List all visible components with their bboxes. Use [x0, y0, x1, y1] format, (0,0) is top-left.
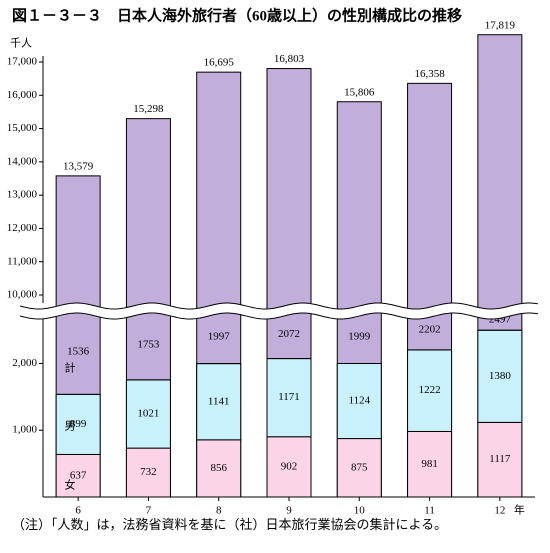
- y-tick-label: 17,000: [7, 56, 38, 68]
- y-tick-label: 10,000: [7, 289, 38, 301]
- value-label: 1753: [137, 338, 160, 350]
- note: （注）「人数」は，法務省資料を基に（社）日本旅行業協会の集計による。: [12, 517, 447, 532]
- y-unit: 千人: [10, 37, 32, 50]
- value-label: 902: [281, 460, 298, 472]
- break-line: [19, 302, 539, 310]
- x-tick-label: 8: [216, 505, 222, 517]
- y-tick-label: 14,000: [7, 155, 38, 167]
- x-tick-label: 6: [75, 505, 81, 517]
- value-label: 637: [70, 469, 87, 481]
- total-label: 17,819: [485, 19, 516, 31]
- bar-segment: [336, 438, 382, 498]
- y-tick-label: 15,000: [7, 122, 38, 134]
- value-label: 899: [70, 418, 87, 430]
- bar-segment: [407, 430, 453, 498]
- total-label: 13,579: [63, 160, 94, 172]
- value-label: 1222: [419, 384, 441, 396]
- total-label: 16,358: [414, 68, 445, 80]
- value-label: 856: [210, 462, 227, 474]
- value-label: 981: [421, 458, 438, 470]
- bar-segment: [266, 358, 312, 438]
- value-label: 1124: [348, 395, 370, 407]
- row-label: 男: [65, 421, 76, 433]
- bar-segment: [55, 393, 101, 455]
- y-tick-label: 12,000: [7, 222, 38, 234]
- break-line: [19, 312, 539, 320]
- total-label: 15,298: [133, 103, 164, 115]
- x-tick-label: 12: [494, 505, 505, 517]
- total-label: 16,803: [274, 53, 305, 65]
- break-fill: [20, 303, 539, 319]
- bar-segment: [266, 436, 312, 498]
- x-tick-label: 11: [424, 505, 435, 517]
- value-label: 1999: [348, 330, 371, 342]
- bar-segment: [196, 439, 242, 498]
- total-label: 16,695: [204, 57, 235, 69]
- total-label: 15,806: [344, 86, 375, 98]
- bar-segment: [407, 349, 453, 432]
- x-unit: 年: [514, 503, 525, 517]
- value-label: 1997: [208, 330, 231, 342]
- value-label: 2202: [419, 324, 441, 336]
- value-label: 875: [351, 461, 368, 473]
- x-tick-label: 10: [354, 505, 366, 517]
- row-label: 女: [65, 477, 76, 491]
- value-label: 1117: [489, 453, 511, 465]
- y-tick-label: 13,000: [7, 189, 38, 201]
- value-label: 1536: [67, 346, 90, 358]
- value-label: 1141: [208, 395, 230, 407]
- x-tick-label: 7: [146, 505, 152, 517]
- value-label: 732: [140, 466, 157, 478]
- value-label: 1380: [489, 370, 512, 382]
- bar-segment: [477, 329, 523, 423]
- value-label: 1021: [137, 408, 159, 420]
- bar-segment: [336, 362, 382, 440]
- value-label: 2072: [278, 328, 300, 340]
- y-tick-label: 11,000: [7, 255, 37, 267]
- value-label: 1171: [278, 391, 300, 403]
- y-tick-label: 1,000: [12, 424, 37, 436]
- row-label: 計: [65, 361, 76, 375]
- y-tick-label: 16,000: [7, 89, 38, 101]
- y-tick-label: 2,000: [12, 357, 37, 369]
- x-tick-label: 9: [286, 505, 292, 517]
- bar-segment: [196, 363, 242, 441]
- chart-title: 図１－３－３ 日本人海外旅行者（60歳以上）の性別構成比の推移: [12, 6, 462, 24]
